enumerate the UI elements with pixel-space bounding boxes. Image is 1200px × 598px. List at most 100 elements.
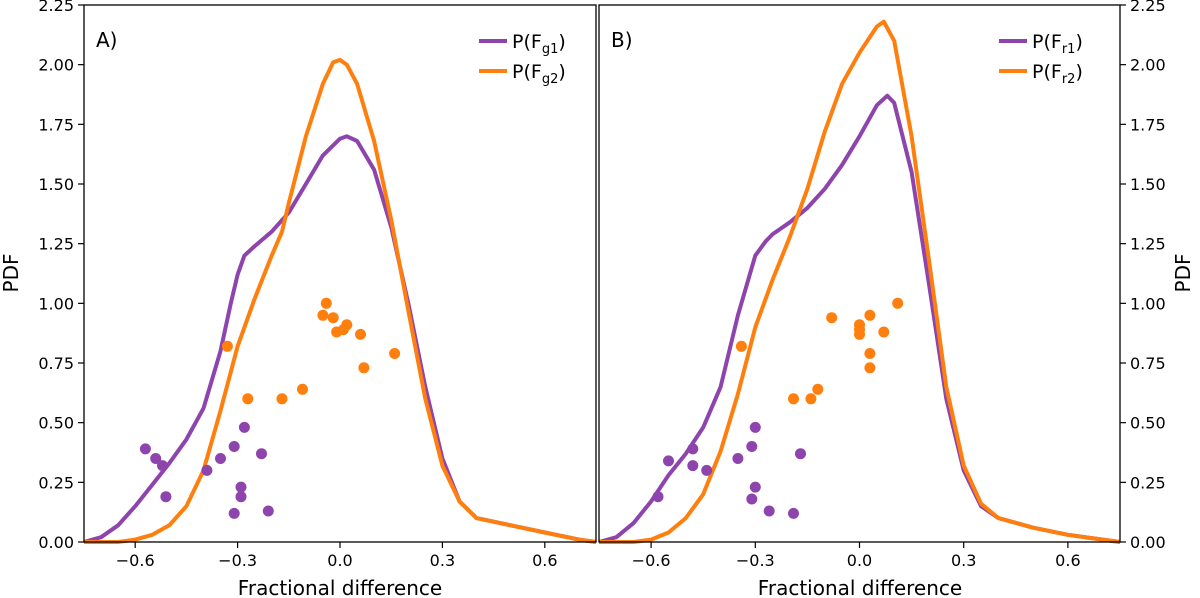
scatter-point-orange-0 [735, 340, 747, 352]
scatter-point-orange-7 [854, 328, 865, 340]
x-tick-label: 0.3 [951, 551, 976, 570]
panel-a-points [139, 297, 401, 519]
scatter-point-purple-6 [228, 441, 240, 452]
panel-b-curves [598, 19, 1121, 544]
y-tick-label: 1.25 [1130, 235, 1166, 254]
x-tick-label: −0.3 [736, 551, 775, 570]
curve-pfr2 [599, 19, 1121, 544]
scatter-point-purple-12 [262, 505, 274, 517]
x-tick-label: −0.3 [218, 551, 257, 570]
x-tick-label: 0.6 [532, 551, 557, 570]
x-tick-label: 0.0 [847, 551, 872, 570]
panel-a-x-axis: −0.6 −0.3 0.0 0.3 0.6 [116, 542, 558, 570]
panel-b-xlabel: Fractional difference [758, 576, 962, 598]
y-tick-label: 0.00 [38, 533, 74, 552]
y-tick-label: 0.50 [38, 414, 74, 433]
scatter-point-orange-11 [878, 326, 890, 338]
scatter-point-purple-4 [701, 464, 713, 476]
panel-b: −0.6 −0.3 0.0 0.3 0.6 0.00 0.25 0.50 0.75 1.00 1.… [598, 0, 1195, 598]
panel-a-curves [83, 57, 597, 544]
scatter-point-purple-0 [139, 443, 151, 455]
scatter-point-purple-0 [652, 491, 664, 503]
scatter-point-orange-1 [788, 393, 799, 405]
panel-a-ylabel: PDF [0, 254, 23, 293]
y-tick-label: 2.25 [38, 0, 74, 15]
scatter-point-orange-9 [341, 319, 353, 331]
scatter-point-purple-10 [763, 505, 775, 517]
panel-b-y-axis: 0.00 0.25 0.50 0.75 1.00 1.25 1.50 1.75 2.00 2.25 [1120, 0, 1166, 552]
y-tick-label: 0.25 [1130, 473, 1166, 492]
scatter-point-orange-11 [358, 362, 370, 374]
scatter-point-purple-3 [687, 460, 699, 472]
panel-b-points [652, 297, 904, 519]
panel-b-label: B) [611, 28, 633, 52]
scatter-point-orange-12 [389, 348, 401, 359]
scatter-point-purple-12 [795, 448, 806, 460]
scatter-point-purple-2 [687, 443, 699, 455]
scatter-point-purple-4 [201, 464, 213, 476]
scatter-point-orange-0 [221, 340, 233, 352]
scatter-point-purple-9 [749, 481, 761, 493]
y-tick-label: 1.00 [1130, 294, 1166, 313]
scatter-point-purple-10 [238, 421, 250, 433]
scatter-point-purple-5 [732, 453, 744, 464]
y-tick-label: 0.75 [1130, 354, 1166, 373]
y-tick-label: 0.25 [38, 473, 74, 492]
y-tick-label: 1.25 [38, 235, 74, 254]
panel-b-x-axis: −0.6 −0.3 0.0 0.3 0.6 [632, 542, 1081, 570]
scatter-point-orange-10 [355, 328, 366, 340]
scatter-point-purple-1 [663, 455, 674, 467]
scatter-point-orange-8 [864, 348, 876, 359]
scatter-point-purple-6 [746, 441, 758, 452]
scatter-point-purple-8 [235, 481, 247, 493]
scatter-point-orange-5 [320, 297, 332, 309]
y-tick-label: 2.00 [1130, 56, 1166, 75]
x-tick-label: 0.0 [327, 551, 352, 570]
panel-a-legend: P(Fg1) P(Fg2) [479, 31, 566, 87]
y-tick-label: 1.50 [1130, 175, 1166, 194]
x-tick-label: 0.3 [430, 551, 455, 570]
y-tick-label: 2.25 [1130, 0, 1166, 15]
y-tick-label: 1.75 [38, 115, 74, 134]
x-tick-label: −0.6 [632, 551, 671, 570]
y-tick-label: 0.50 [1130, 414, 1166, 433]
scatter-point-orange-10 [864, 309, 876, 321]
x-tick-label: 0.6 [1055, 551, 1080, 570]
scatter-point-purple-1 [150, 453, 162, 464]
panel-b-legend: P(Fr1) P(Fr2) [999, 31, 1083, 87]
scatter-point-orange-3 [297, 383, 308, 395]
panel-a-xlabel: Fractional difference [238, 576, 442, 598]
scatter-point-orange-4 [317, 309, 329, 321]
scatter-point-purple-3 [160, 491, 172, 503]
y-tick-label: 2.00 [38, 56, 74, 75]
y-tick-label: 1.75 [1130, 115, 1166, 134]
y-tick-label: 1.00 [38, 294, 74, 313]
panel-a-y-axis: 0.00 0.25 0.50 0.75 1.00 1.25 1.50 1.75 2.00 2.25 [38, 0, 84, 552]
scatter-point-orange-12 [892, 297, 904, 309]
legend-label-fg2: P(Fg2) [512, 61, 566, 87]
y-tick-label: 0.00 [1130, 533, 1166, 552]
x-tick-label: −0.6 [116, 551, 155, 570]
scatter-point-orange-9 [864, 362, 876, 374]
scatter-point-purple-9 [235, 491, 247, 503]
legend-label-fr1: P(Fr1) [1032, 31, 1083, 57]
scatter-point-orange-6 [327, 312, 339, 324]
y-tick-label: 1.50 [38, 175, 74, 194]
scatter-point-purple-11 [788, 507, 799, 519]
scatter-point-purple-5 [215, 453, 226, 464]
scatter-point-orange-2 [276, 393, 288, 405]
panel-a: −0.6 −0.3 0.0 0.3 0.6 0.00 0.25 0.50 0.75 1.00 1.… [0, 0, 597, 598]
scatter-point-orange-3 [812, 383, 824, 395]
legend-label-fg1: P(Fg1) [512, 31, 566, 57]
scatter-point-orange-2 [805, 393, 817, 405]
scatter-point-orange-4 [826, 312, 838, 324]
scatter-point-purple-11 [256, 448, 267, 460]
panel-a-label: A) [96, 28, 117, 52]
scatter-point-purple-2 [157, 460, 168, 472]
scatter-point-orange-1 [242, 393, 254, 405]
scatter-point-purple-8 [746, 493, 758, 505]
scatter-point-purple-7 [228, 507, 240, 519]
y-tick-label: 0.75 [38, 354, 74, 373]
